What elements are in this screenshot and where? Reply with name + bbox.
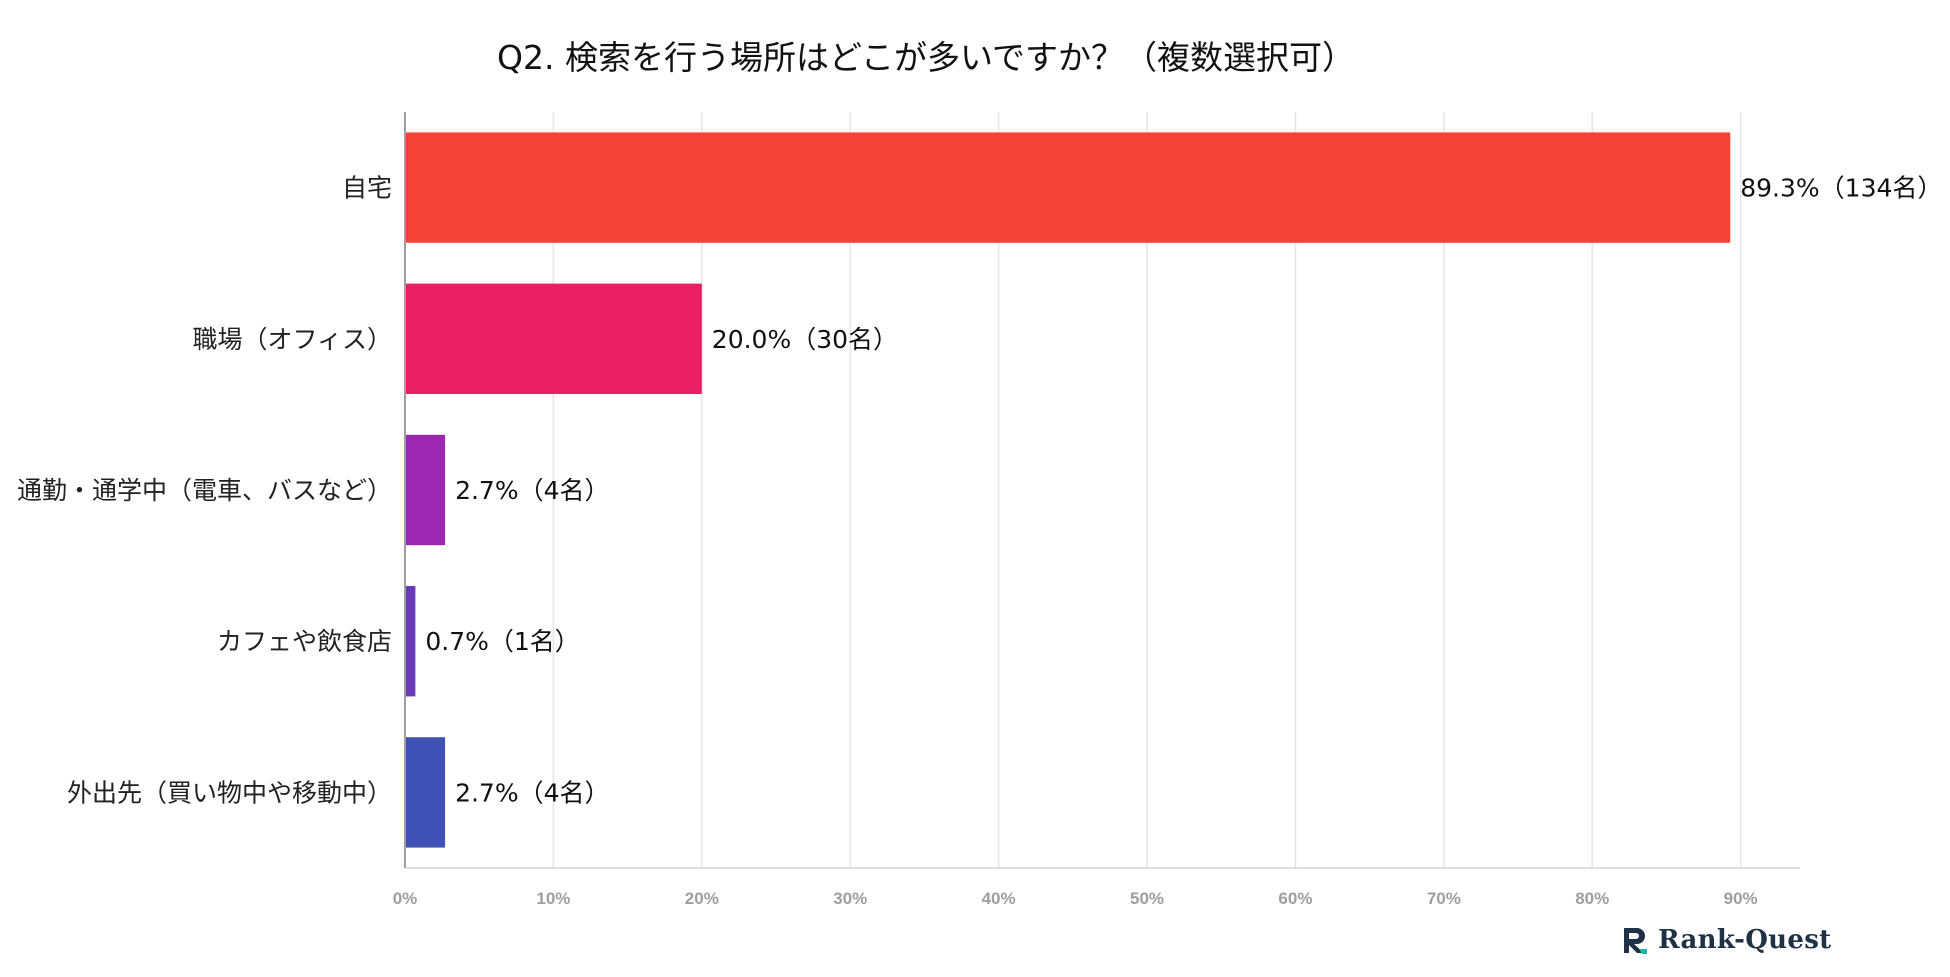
category-label: 職場（オフィス） [192,325,392,354]
x-tick-label: 30% [833,889,867,908]
bar-value-label: 2.7%（4名） [455,778,609,807]
bar [405,737,446,848]
x-tick-label: 0% [393,889,418,908]
brand-logo-text: Rank-Quest [1658,925,1832,955]
bar-value-label: 20.0%（30名） [712,325,898,354]
category-label: カフェや飲食店 [217,627,392,656]
bar [405,434,446,546]
x-tick-label: 70% [1427,889,1461,908]
brand-logo: Rank-Quest [1620,925,1831,955]
bar [405,586,416,697]
category-label: 自宅 [342,174,392,203]
rank-quest-logo-icon [1624,928,1647,954]
x-axis-ticks: 0% 10% 20% 30% 40% 50% 60% 70% 80% 90% [393,889,1758,908]
x-tick-label: 40% [982,889,1016,908]
category-label: 通勤・通学中（電車、バスなど） [17,476,392,505]
x-tick-label: 80% [1575,889,1609,908]
bar [405,283,702,394]
category-label: 外出先（買い物中や移動中） [67,778,392,807]
x-tick-label: 20% [685,889,719,908]
x-tick-label: 60% [1278,889,1312,908]
value-labels: 89.3%（134名） 20.0%（30名） 2.7%（4名） 0.7%（1名） 2.7… [425,174,1942,808]
bar-value-label: 0.7%（1名） [425,627,579,656]
chart-title: Q2. 検索を行う場所はどこが多いですか？（複数選択可） [497,38,1355,77]
x-tick-label: 50% [1130,889,1164,908]
x-tick-label: 10% [536,889,570,908]
bar-value-label: 89.3%（134名） [1740,174,1942,203]
bar-value-label: 2.7%（4名） [455,476,609,505]
x-tick-label: 90% [1724,889,1758,908]
bar [405,132,1731,243]
bar-series [405,132,1731,848]
